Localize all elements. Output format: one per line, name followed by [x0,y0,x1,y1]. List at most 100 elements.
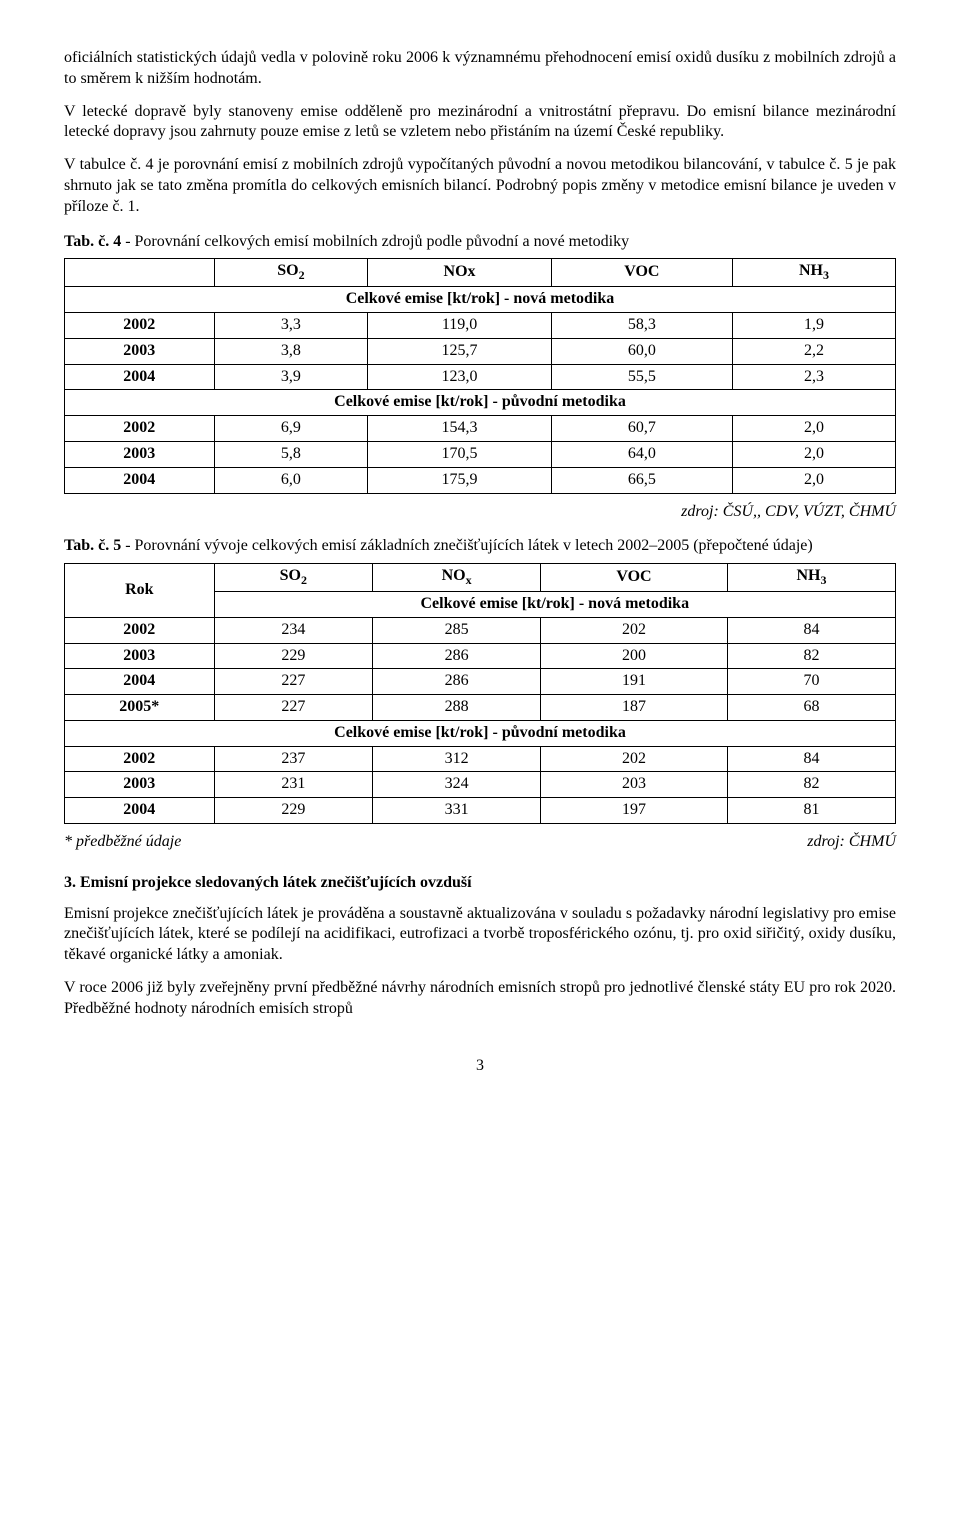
table4-source: zdroj: ČSÚ,, CDV, VÚZT, ČHMÚ [64,502,896,523]
table5-col-nh3: NH3 [727,564,895,592]
table-row: 2002 6,9 154,3 60,7 2,0 [65,416,896,442]
cell: 286 [373,669,541,695]
table-row: 2003 229 286 200 82 [65,643,896,669]
cell: 231 [214,772,373,798]
section3-heading: 3. Emisní projekce sledovaných látek zne… [64,873,896,894]
cell-year: 2005* [65,695,215,721]
table4-section-old: Celkové emise [kt/rok] - původní metodik… [65,390,896,416]
cell: 3,8 [214,338,368,364]
cell-year: 2002 [65,746,215,772]
paragraph: Emisní projekce znečišťujících látek je … [64,904,896,966]
col-label: NH [796,567,820,584]
table4-section-old-label: Celkové emise [kt/rok] - původní metodik… [65,390,896,416]
cell: 170,5 [368,441,552,467]
col-label: NO [442,567,466,584]
cell: 202 [541,746,728,772]
cell: 286 [373,643,541,669]
col-sub: 2 [299,269,305,283]
cell: 60,7 [551,416,732,442]
cell: 175,9 [368,467,552,493]
cell: 227 [214,695,373,721]
cell: 312 [373,746,541,772]
table4-section-new: Celkové emise [kt/rok] - nová metodika [65,287,896,313]
cell: 2,0 [732,441,895,467]
table-row: 2004 227 286 191 70 [65,669,896,695]
cell: 82 [727,772,895,798]
table-row: 2002 3,3 119,0 58,3 1,9 [65,312,896,338]
cell: 125,7 [368,338,552,364]
col-label: NH [799,262,823,279]
table5-header-row1: Rok SO2 NOx VOC NH3 [65,564,896,592]
cell: 68 [727,695,895,721]
cell-year: 2003 [65,772,215,798]
paragraph: V letecké dopravě byly stanoveny emise o… [64,102,896,144]
cell-year: 2002 [65,617,215,643]
cell: 84 [727,617,895,643]
col-sub: 3 [823,269,829,283]
cell: 6,0 [214,467,368,493]
table5-title: Tab. č. 5 - Porovnání vývoje celkových e… [64,536,896,557]
table-row: 2003 3,8 125,7 60,0 2,2 [65,338,896,364]
col-sub: x [466,573,472,587]
table4-title: Tab. č. 4 - Porovnání celkových emisí mo… [64,232,896,253]
cell-year: 2002 [65,312,215,338]
table-row: 2004 6,0 175,9 66,5 2,0 [65,467,896,493]
cell: 229 [214,798,373,824]
cell: 200 [541,643,728,669]
table-row: 2004 3,9 123,0 55,5 2,3 [65,364,896,390]
cell-year: 2004 [65,364,215,390]
table5-footnote-left: * předběžné údaje [64,832,181,853]
cell: 331 [373,798,541,824]
page-number: 3 [64,1056,896,1077]
table4-title-prefix: Tab. č. 4 [64,233,121,250]
table5-footnote: * předběžné údaje zdroj: ČHMÚ [64,832,896,853]
cell: 285 [373,617,541,643]
table4: SO2 NOx VOC NH3 Celkové emise [kt/rok] -… [64,258,896,493]
cell-year: 2004 [65,467,215,493]
cell: 229 [214,643,373,669]
cell-year: 2003 [65,643,215,669]
cell: 70 [727,669,895,695]
cell: 2,0 [732,467,895,493]
cell: 1,9 [732,312,895,338]
table4-col-nox: NOx [368,259,552,287]
paragraph: V roce 2006 již byly zveřejněny první př… [64,978,896,1020]
cell: 2,3 [732,364,895,390]
cell: 3,9 [214,364,368,390]
table5-section-old: Celkové emise [kt/rok] - původní metodik… [65,720,896,746]
cell: 55,5 [551,364,732,390]
cell: 237 [214,746,373,772]
table4-col-voc: VOC [551,259,732,287]
col-sub: 2 [301,573,307,587]
table5: Rok SO2 NOx VOC NH3 Celkové emise [kt/ro… [64,563,896,824]
cell: 2,2 [732,338,895,364]
cell: 324 [373,772,541,798]
table4-section-new-label: Celkové emise [kt/rok] - nová metodika [65,287,896,313]
cell-year: 2003 [65,441,215,467]
cell: 197 [541,798,728,824]
table4-col-so2: SO2 [214,259,368,287]
table5-title-prefix: Tab. č. 5 [64,537,121,554]
table-row: 2002 237 312 202 84 [65,746,896,772]
cell: 84 [727,746,895,772]
cell-year: 2003 [65,338,215,364]
table-row: 2003 5,8 170,5 64,0 2,0 [65,441,896,467]
cell: 202 [541,617,728,643]
table5-col-nox: NOx [373,564,541,592]
cell: 66,5 [551,467,732,493]
table-row: 2003 231 324 203 82 [65,772,896,798]
col-sub: 3 [820,573,826,587]
table4-col-nh3: NH3 [732,259,895,287]
table4-header-row: SO2 NOx VOC NH3 [65,259,896,287]
cell: 187 [541,695,728,721]
cell: 58,3 [551,312,732,338]
cell: 2,0 [732,416,895,442]
paragraph: V tabulce č. 4 je porovnání emisí z mobi… [64,155,896,217]
cell: 81 [727,798,895,824]
cell: 3,3 [214,312,368,338]
table-row: 2005* 227 288 187 68 [65,695,896,721]
paragraph: oficiálních statistických údajů vedla v … [64,48,896,90]
table5-col-so2: SO2 [214,564,373,592]
cell: 154,3 [368,416,552,442]
cell: 288 [373,695,541,721]
